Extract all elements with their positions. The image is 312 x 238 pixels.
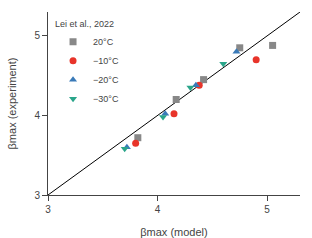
svg-text:−30°C: −30°C [93,94,119,104]
svg-text:3: 3 [45,204,51,215]
svg-text:5: 5 [34,30,40,41]
svg-text:3: 3 [34,190,40,201]
svg-text:−20°C: −20°C [93,75,119,85]
svg-text:4: 4 [155,204,161,215]
svg-text:20°C: 20°C [93,37,114,47]
svg-text:Lei et al., 2022: Lei et al., 2022 [55,19,114,29]
svg-text:βmax (experiment): βmax (experiment) [6,58,18,150]
svg-text:5: 5 [264,204,270,215]
svg-text:4: 4 [34,110,40,121]
svg-text:βmax (model): βmax (model) [140,226,207,238]
svg-text:−10°C: −10°C [93,56,119,66]
